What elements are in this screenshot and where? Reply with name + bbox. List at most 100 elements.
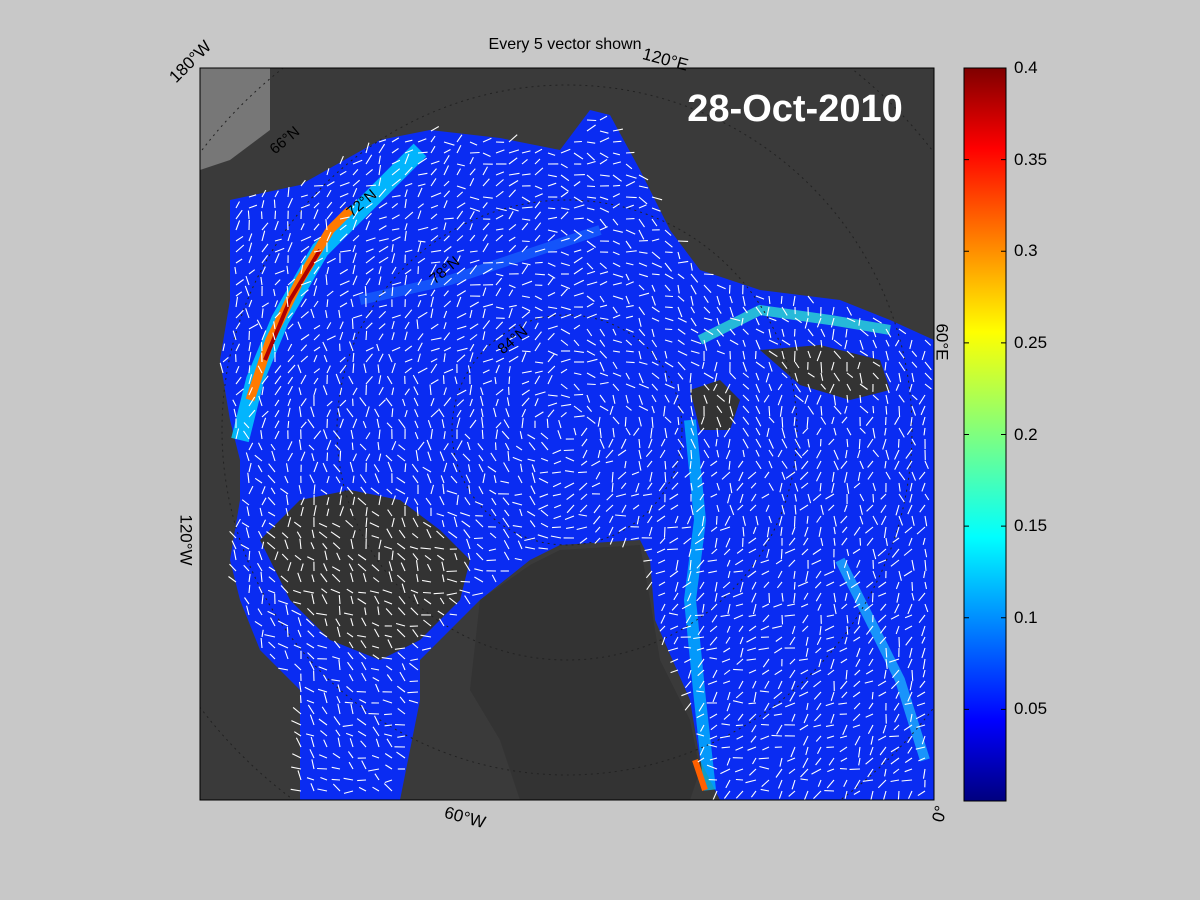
velocity-vector [612,251,620,256]
velocity-vector [443,217,454,220]
velocity-vector [573,339,580,347]
velocity-vector [451,452,458,462]
velocity-vector [469,151,480,154]
velocity-vector [830,691,835,701]
velocity-vector [703,273,714,276]
velocity-vector [466,538,471,550]
velocity-vector [727,438,731,448]
velocity-vector [274,190,279,198]
velocity-vector [658,581,666,586]
velocity-vector [811,768,822,775]
velocity-vector [261,375,269,385]
velocity-vector [664,240,673,248]
velocity-vector [245,527,250,539]
velocity-vector [495,321,504,330]
velocity-vector [352,314,363,319]
velocity-vector [298,485,302,495]
velocity-vector [793,570,796,579]
velocity-vector [911,405,917,416]
velocity-vector [696,570,705,574]
velocity-vector [747,570,757,578]
velocity-vector [294,663,302,671]
velocity-vector [398,444,406,451]
velocity-vector [638,273,648,278]
velocity-vector [453,516,458,528]
velocity-vector [508,355,519,363]
velocity-vector [898,570,902,581]
velocity-vector [508,134,518,143]
velocity-vector [706,647,718,651]
velocity-vector [261,222,269,231]
velocity-vector [651,361,659,366]
velocity-vector [348,375,354,385]
velocity-vector [791,625,796,635]
velocity-vector [287,197,294,209]
velocity-vector [254,454,263,462]
velocity-vector [593,515,601,525]
velocity-vector [921,350,926,361]
velocity-vector [495,364,500,374]
velocity-vector [261,254,269,264]
velocity-vector [579,537,588,544]
velocity-vector [332,542,341,550]
velocity-vector [753,691,757,703]
velocity-vector [612,174,622,182]
velocity-vector [274,269,285,275]
velocity-vector [352,363,355,374]
velocity-vector [827,768,835,773]
velocity-vector [508,149,520,154]
velocity-vector [287,376,294,385]
velocity-vector [274,252,280,264]
velocity-vector [877,680,887,687]
velocity-vector [386,738,393,748]
velocity-vector [660,438,666,447]
velocity-vector [807,405,815,415]
velocity-vector [547,325,558,330]
velocity-vector [904,526,913,534]
velocity-vector [687,570,692,582]
velocity-vector [254,620,263,627]
velocity-vector [864,680,874,684]
velocity-vector [339,399,347,407]
velocity-vector [894,416,900,425]
velocity-vector [378,494,382,506]
velocity-vector [361,661,367,671]
velocity-vector [697,471,705,480]
velocity-vector [469,223,473,231]
velocity-vector [895,383,900,391]
velocity-vector [872,405,875,414]
velocity-vector [800,603,809,608]
velocity-vector [729,416,736,425]
velocity-vector [764,702,770,711]
velocity-vector [710,493,718,498]
velocity-vector [352,187,358,198]
velocity-vector [371,564,380,572]
velocity-vector [482,380,493,385]
velocity-vector [885,350,889,361]
velocity-vector [421,647,432,651]
velocity-vector [508,345,519,352]
velocity-vector [472,592,484,596]
velocity-vector [495,422,502,429]
velocity-vector [885,394,889,405]
velocity-vector [438,408,445,418]
velocity-vector [313,354,318,363]
velocity-vector [382,699,393,704]
velocity-vector [881,757,887,766]
velocity-vector [534,295,543,300]
velocity-vector [772,702,783,709]
velocity-vector [916,702,926,707]
velocity-vector [739,636,744,645]
velocity-vector [599,317,609,321]
velocity-vector [425,497,432,506]
velocity-vector [330,531,341,539]
velocity-vector [612,339,622,344]
velocity-vector [274,399,280,407]
velocity-vector [454,553,458,561]
velocity-vector [334,444,341,451]
velocity-vector [377,441,380,451]
velocity-vector [895,526,900,538]
velocity-vector [339,486,343,495]
velocity-vector [391,517,395,528]
velocity-vector [755,405,761,415]
